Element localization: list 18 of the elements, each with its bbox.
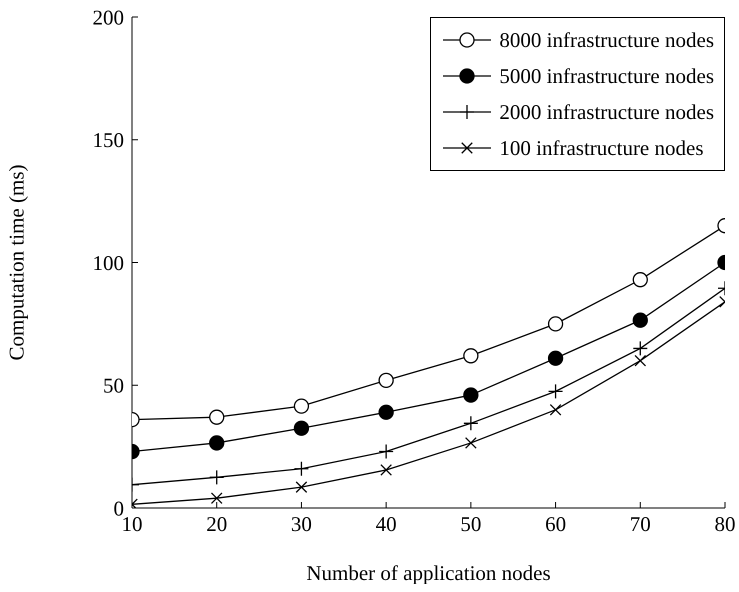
y-axis-title: Computation time (ms) bbox=[4, 164, 28, 360]
x-tick-label: 60 bbox=[545, 512, 566, 536]
y-tick-label: 150 bbox=[92, 128, 124, 152]
x-tick-label: 30 bbox=[290, 512, 312, 536]
legend-label: 100 infrastructure nodes bbox=[499, 135, 704, 162]
x-tick-label: 50 bbox=[460, 512, 482, 536]
x-tick-label: 40 bbox=[376, 512, 397, 536]
x-tick-label: 80 bbox=[714, 512, 736, 536]
y-tick-label: 0 bbox=[114, 496, 124, 520]
legend-label: 2000 infrastructure nodes bbox=[499, 99, 714, 126]
x-tick-label: 20 bbox=[206, 512, 228, 536]
y-tick-label: 100 bbox=[92, 250, 124, 275]
legend-label: 5000 infrastructure nodes bbox=[499, 63, 714, 90]
x-tick-label: 70 bbox=[630, 512, 651, 536]
legend-label: 8000 infrastructure nodes bbox=[499, 27, 714, 54]
y-tick-label: 50 bbox=[103, 374, 124, 398]
x-tick-label: 10 bbox=[122, 512, 142, 536]
y-tick-label: 200 bbox=[92, 5, 124, 30]
